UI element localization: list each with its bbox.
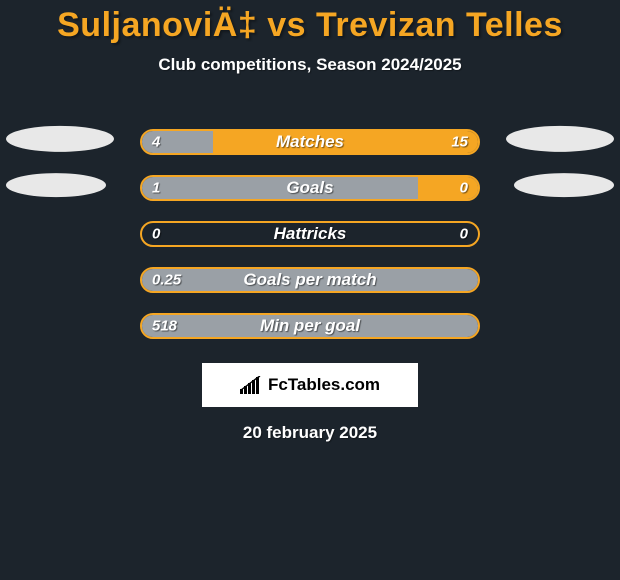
stat-bar: Min per goal 518	[140, 313, 480, 339]
stat-value-left: 4	[152, 134, 160, 151]
stat-row: Min per goal 518	[0, 303, 620, 349]
stat-value-left: 0	[152, 226, 160, 243]
stat-row: Goals per match 0.25	[0, 257, 620, 303]
stat-label: Goals per match	[243, 270, 376, 290]
source-badge[interactable]: FcTables.com	[202, 363, 418, 407]
stat-value-right: 0	[460, 180, 468, 197]
stat-value-left: 0.25	[152, 272, 181, 289]
stat-bar: Hattricks 0 0	[140, 221, 480, 247]
title-vs: vs	[267, 6, 306, 44]
stat-row: Matches 4 15	[0, 119, 620, 165]
title-player-a: SuljanoviÄ‡	[57, 6, 257, 44]
stat-bar: Goals per match 0.25	[140, 267, 480, 293]
player-b-token-icon	[514, 173, 614, 197]
comparison-card: SuljanoviÄ‡ vs Trevizan Telles Club comp…	[0, 0, 620, 580]
stat-value-right: 0	[460, 226, 468, 243]
stat-bar-right-fill	[418, 177, 478, 199]
player-b-token-icon	[506, 126, 614, 152]
footer-date: 20 february 2025	[0, 423, 620, 443]
title-player-b: Trevizan Telles	[316, 6, 563, 44]
stat-label: Hattricks	[274, 224, 347, 244]
stat-bar-right-fill	[213, 131, 478, 153]
stat-row: Hattricks 0 0	[0, 211, 620, 257]
player-a-token-icon	[6, 126, 114, 152]
stat-bar: Matches 4 15	[140, 129, 480, 155]
stat-row: Goals 1 0	[0, 165, 620, 211]
stat-rows: Matches 4 15 Goals 1 0 Hattricks 0 0 Goals per ma…	[0, 119, 620, 349]
stat-bar: Goals 1 0	[140, 175, 480, 201]
chart-bar-icon	[240, 376, 262, 394]
stat-value-right: 15	[451, 134, 468, 151]
stat-label: Goals	[286, 178, 333, 198]
source-badge-label: FcTables.com	[268, 375, 380, 395]
stat-label: Min per goal	[260, 316, 360, 336]
stat-label: Matches	[276, 132, 344, 152]
stat-value-left: 518	[152, 318, 177, 335]
subtitle: Club competitions, Season 2024/2025	[0, 55, 620, 75]
page-title: SuljanoviÄ‡ vs Trevizan Telles	[0, 0, 620, 45]
stat-value-left: 1	[152, 180, 160, 197]
player-a-token-icon	[6, 173, 106, 197]
